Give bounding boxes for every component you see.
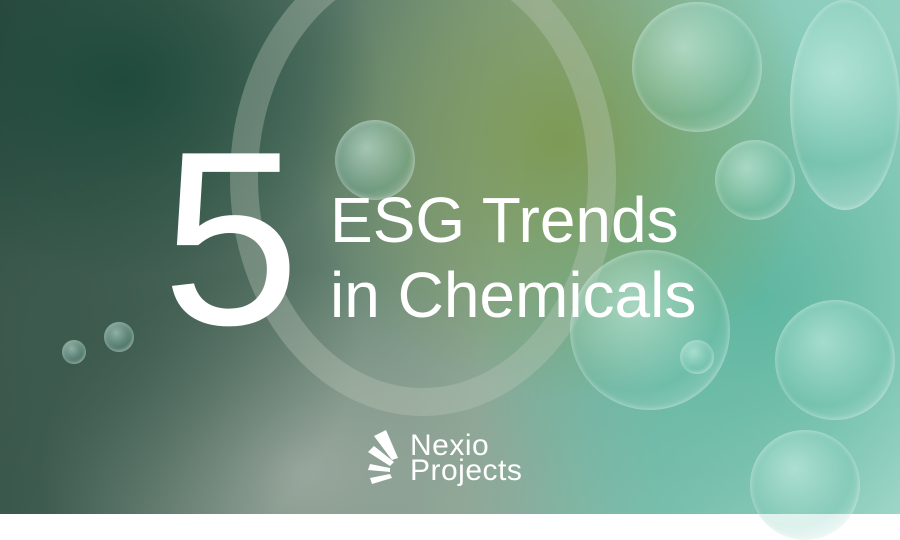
nexio-projects-logo: Nexio Projects	[368, 428, 522, 488]
bubble	[632, 2, 762, 132]
bubble	[775, 300, 895, 420]
bubble	[680, 340, 714, 374]
headline-line-1: ESG Trends	[330, 184, 679, 256]
bubble	[570, 250, 730, 410]
logo-line-2: Projects	[410, 454, 523, 487]
headline-line-2: in Chemicals	[330, 259, 697, 331]
bubble	[104, 322, 134, 352]
bubble	[750, 430, 860, 540]
bubble	[715, 140, 795, 220]
bubble	[790, 0, 900, 210]
bubble	[62, 340, 86, 364]
headline-title: ESG Trends in Chemicals	[330, 183, 696, 333]
sunburst-rays-icon	[368, 430, 398, 484]
bubble	[335, 120, 415, 200]
headline-number: 5	[162, 99, 300, 377]
logo-line-1: Nexio	[410, 429, 490, 462]
